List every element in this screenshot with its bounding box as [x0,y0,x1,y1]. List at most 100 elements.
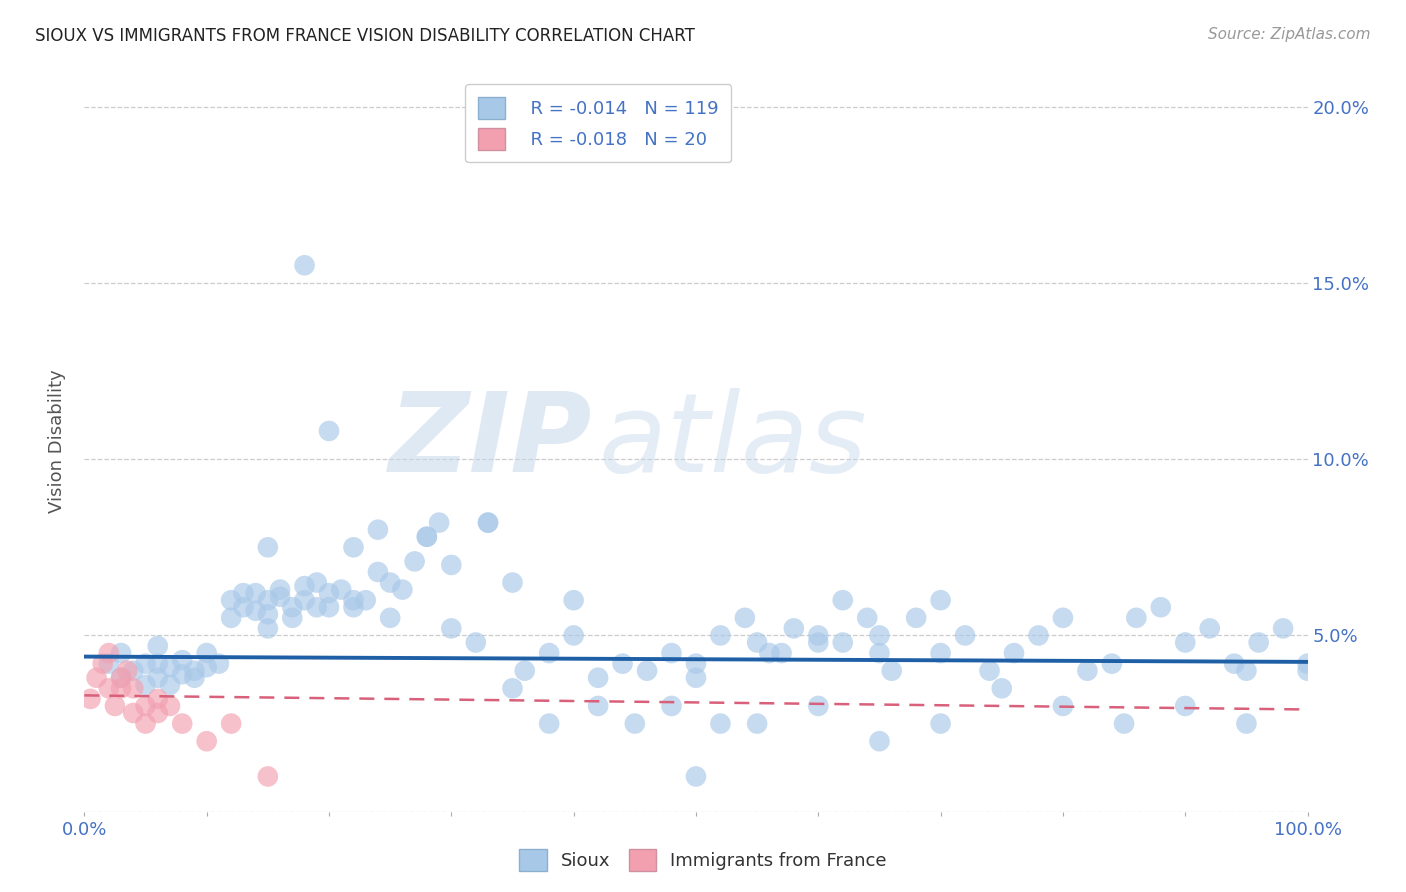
Point [869,628,891,642]
Point [783,621,806,635]
Point [538,716,561,731]
Point [146,671,169,685]
Point [586,671,609,685]
Point [991,681,1014,696]
Point [1028,628,1050,642]
Point [1296,657,1319,671]
Point [747,716,769,731]
Point [110,646,132,660]
Point [685,657,707,671]
Point [562,593,585,607]
Point [404,554,426,568]
Point [856,611,879,625]
Point [464,635,486,649]
Point [380,575,402,590]
Legend: Sioux, Immigrants from France: Sioux, Immigrants from France [512,842,894,879]
Point [146,706,169,720]
Point [929,716,952,731]
Text: Source: ZipAtlas.com: Source: ZipAtlas.com [1208,27,1371,42]
Point [172,653,194,667]
Point [1052,611,1074,625]
Point [146,692,169,706]
Point [305,575,328,590]
Point [1150,600,1173,615]
Point [195,646,218,660]
Point [770,646,793,660]
Point [734,611,756,625]
Point [1296,664,1319,678]
Point [318,600,340,615]
Point [807,635,830,649]
Point [477,516,499,530]
Point [342,593,364,607]
Point [880,664,903,678]
Point [562,628,585,642]
Point [245,604,267,618]
Point [122,681,145,696]
Point [758,646,780,660]
Point [257,541,280,555]
Point [1236,716,1258,731]
Text: SIOUX VS IMMIGRANTS FROM FRANCE VISION DISABILITY CORRELATION CHART: SIOUX VS IMMIGRANTS FROM FRANCE VISION D… [35,27,695,45]
Point [709,716,731,731]
Point [1198,621,1220,635]
Point [1272,621,1295,635]
Point [97,646,120,660]
Point [513,664,536,678]
Point [354,593,377,607]
Point [257,593,280,607]
Point [1247,635,1270,649]
Point [257,621,280,635]
Point [685,671,707,685]
Point [1174,698,1197,713]
Point [1101,657,1123,671]
Point [97,657,120,671]
Point [110,671,132,685]
Point [661,646,683,660]
Point [97,681,120,696]
Point [440,558,463,572]
Point [380,611,402,625]
Point [367,523,389,537]
Point [636,664,658,678]
Point [709,628,731,642]
Point [427,516,450,530]
Point [367,565,389,579]
Point [281,611,304,625]
Point [1236,664,1258,678]
Point [807,698,830,713]
Point [232,586,254,600]
Point [159,678,181,692]
Point [502,575,524,590]
Point [1076,664,1098,678]
Point [122,664,145,678]
Point [110,681,132,696]
Point [586,698,609,713]
Point [91,657,114,671]
Point [245,586,267,600]
Point [208,657,231,671]
Point [416,530,439,544]
Point [1052,698,1074,713]
Point [831,635,853,649]
Point [330,582,353,597]
Point [159,698,181,713]
Point [195,734,218,748]
Point [538,646,561,660]
Point [502,681,524,696]
Point [172,716,194,731]
Point [86,671,108,685]
Point [269,590,291,604]
Point [281,600,304,615]
Point [685,769,707,783]
Point [477,516,499,530]
Point [416,530,439,544]
Point [869,646,891,660]
Text: ZIP: ZIP [388,388,592,495]
Point [135,678,157,692]
Point [929,646,952,660]
Point [172,667,194,681]
Point [269,582,291,597]
Point [146,639,169,653]
Point [110,671,132,685]
